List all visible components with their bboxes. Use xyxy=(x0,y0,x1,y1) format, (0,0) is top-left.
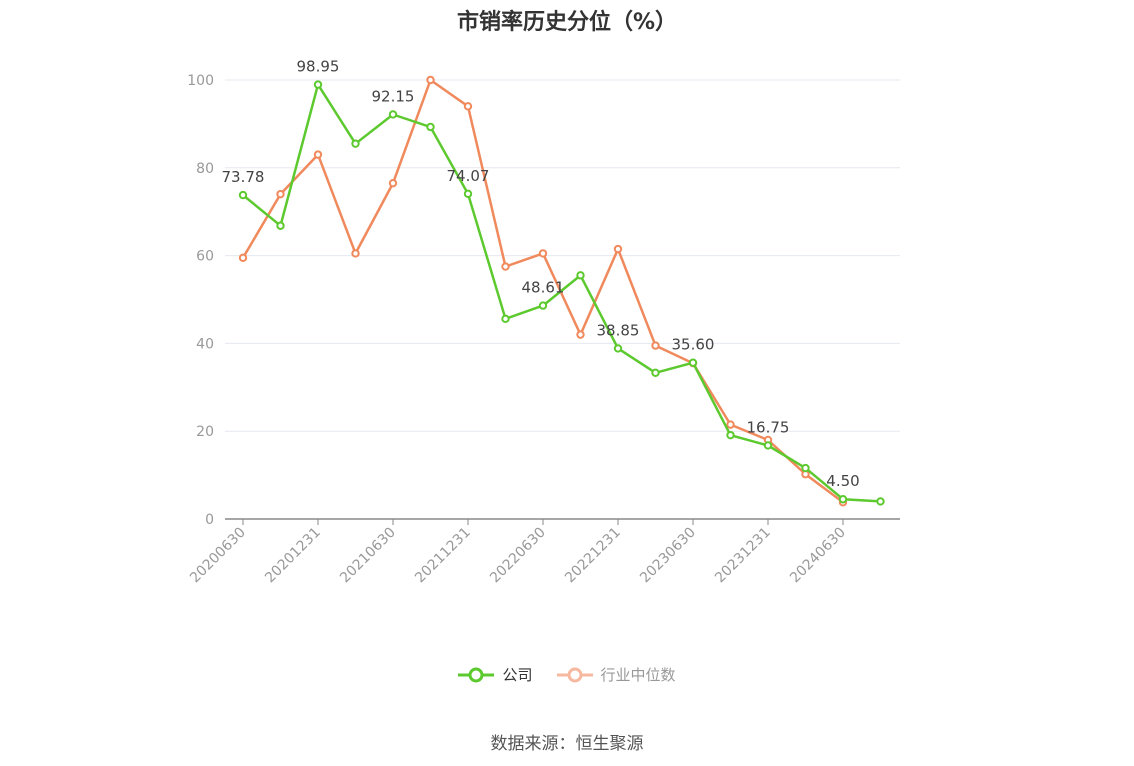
data-label: 35.60 xyxy=(672,336,715,354)
x-tick-label: 20211231 xyxy=(412,525,474,587)
y-tick-label: 20 xyxy=(196,424,214,440)
x-tick-label: 20200630 xyxy=(187,525,249,587)
legend-marker-company-icon xyxy=(458,667,495,682)
data-point-0 xyxy=(726,430,735,440)
data-point-1 xyxy=(576,330,585,339)
data-point-1 xyxy=(351,249,360,258)
x-tick-label: 20210630 xyxy=(337,525,399,587)
data-point-0 xyxy=(688,358,698,367)
data-point-1 xyxy=(538,249,548,258)
legend-marker-industry-median-icon xyxy=(556,667,593,682)
data-labels: 73.78 98.95 92.15 74.07 48.61 38.85 35.60 16.75… xyxy=(222,58,860,491)
data-label: 16.75 xyxy=(747,418,790,436)
data-point-0 xyxy=(576,271,585,280)
data-point-0 xyxy=(876,497,885,506)
y-tick-label: 60 xyxy=(196,249,214,265)
data-label: 38.85 xyxy=(597,321,640,339)
data-point-1 xyxy=(313,150,323,159)
legend-label-industry-median: 行业中位数 xyxy=(600,666,676,684)
data-point-0 xyxy=(463,189,473,199)
x-tick-label: 20240630 xyxy=(787,525,849,587)
x-tick-label: 20231231 xyxy=(712,525,774,587)
y-tick-label: 40 xyxy=(196,336,214,352)
y-tick-label: 0 xyxy=(205,512,214,528)
data-label: 73.78 xyxy=(222,168,265,186)
legend: 公司 行业中位数 xyxy=(0,664,1134,685)
y-tick-label: 80 xyxy=(196,161,214,177)
data-point-1 xyxy=(651,341,660,350)
data-point-0 xyxy=(313,80,323,89)
x-tick-label: 20220630 xyxy=(487,525,549,587)
data-label: 74.07 xyxy=(447,167,490,185)
data-point-1 xyxy=(613,244,623,254)
data-point-0 xyxy=(801,463,810,473)
data-point-0 xyxy=(426,122,435,132)
data-point-1 xyxy=(276,189,285,199)
data-point-0 xyxy=(651,368,660,378)
data-point-1 xyxy=(726,420,735,429)
x-tick-label: 20221231 xyxy=(562,525,624,587)
series-line-0 xyxy=(242,83,881,503)
data-point-0 xyxy=(388,110,398,119)
x-tick-label: 20201231 xyxy=(262,525,324,587)
data-point-0 xyxy=(763,441,773,450)
data-point-1 xyxy=(463,102,473,111)
data-label: 98.95 xyxy=(297,58,340,76)
data-point-0 xyxy=(538,301,548,310)
data-point-0 xyxy=(351,139,360,148)
source-note: 数据来源：恒生聚源 xyxy=(490,734,644,754)
series xyxy=(238,75,885,507)
data-label: 48.61 xyxy=(522,279,565,297)
legend-item-company[interactable]: 公司 xyxy=(458,664,533,685)
chart-title: 市销率历史分位（%） xyxy=(456,10,678,35)
data-point-1 xyxy=(388,178,398,188)
data-point-0 xyxy=(501,314,510,324)
data-point-1 xyxy=(238,253,248,262)
x-tick-label: 20230630 xyxy=(637,525,699,587)
data-point-1 xyxy=(501,262,510,271)
data-point-0 xyxy=(276,221,285,230)
axes: 0 20 40 60 80 100 20200630 20201231 20210630 2021… xyxy=(187,73,900,586)
data-point-0 xyxy=(838,495,848,504)
legend-item-industry-median[interactable]: 行业中位数 xyxy=(556,664,676,685)
y-tick-label: 100 xyxy=(187,73,214,89)
data-point-0 xyxy=(613,344,623,353)
data-label: 4.50 xyxy=(826,472,859,490)
legend-label-company: 公司 xyxy=(502,666,533,684)
grid-lines xyxy=(225,79,900,432)
data-label: 92.15 xyxy=(372,87,415,105)
data-point-1 xyxy=(426,75,435,85)
data-point-0 xyxy=(238,190,248,200)
